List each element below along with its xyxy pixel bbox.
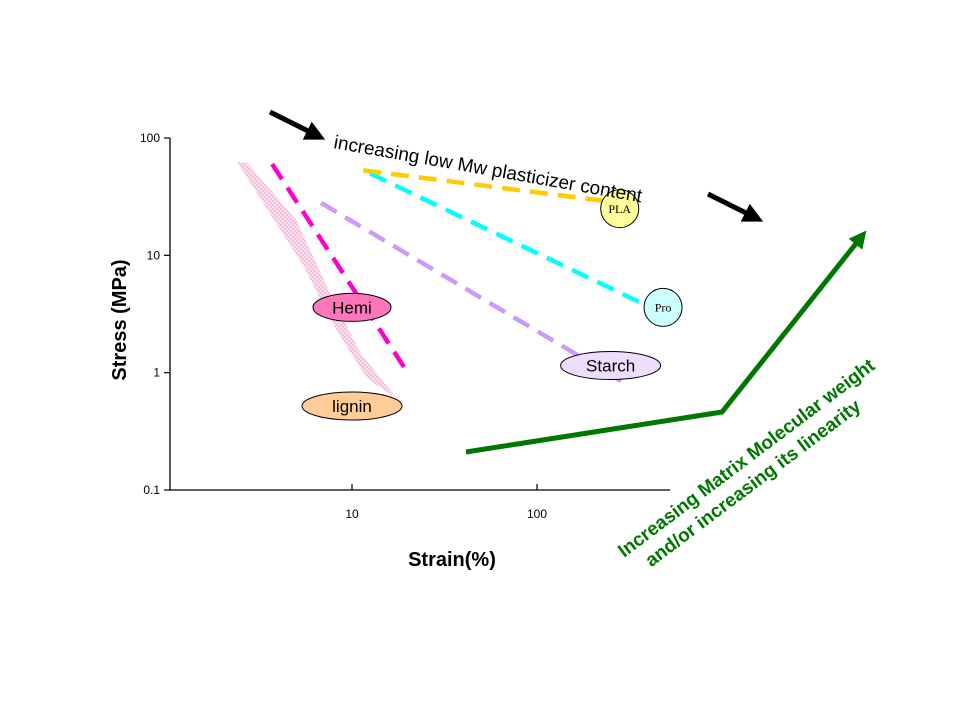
- series-line-3: [368, 171, 658, 313]
- y-tick-label: 0.1: [143, 483, 160, 497]
- matrix-annotation-line2: and/or increasing its linearity: [642, 396, 866, 572]
- label-hemi-bubble: [312, 292, 392, 322]
- label-pro: Pro: [643, 287, 683, 327]
- label-lignin: lignin: [301, 391, 403, 421]
- x-tick-label: 100: [527, 507, 547, 521]
- y-tick-label: 1: [153, 366, 160, 380]
- label-pla-bubble: [600, 189, 640, 229]
- label-starch: Starch: [560, 351, 662, 381]
- y-tick-label: 100: [140, 131, 160, 145]
- lignin-region: [237, 162, 397, 399]
- plasticizer-arrow-right: [706, 191, 764, 222]
- matrix-annotation-line1: Increasing Matrix Molecular weight: [614, 355, 879, 562]
- series-line-1: [270, 162, 410, 374]
- label-lignin-bubble: [301, 391, 403, 421]
- label-hemi: Hemi: [312, 292, 392, 322]
- label-pla: PLA: [600, 189, 640, 229]
- axes: [169, 138, 670, 491]
- matrix-annotation: Increasing Matrix Molecular weight and/o…: [614, 355, 879, 572]
- plasticizer-arrow-left: [268, 109, 326, 140]
- series-line-2: [319, 200, 623, 383]
- label-pro-text: Pro: [655, 301, 672, 315]
- label-hemi-text: Hemi: [332, 298, 372, 317]
- label-pro-bubble: [643, 287, 683, 327]
- label-starch-bubble: [560, 351, 662, 381]
- y-tick-label: 10: [147, 248, 161, 262]
- plasticizer-annotation: increasing low Mw plasticizer content: [332, 132, 644, 207]
- matrix-arrow: [465, 230, 867, 455]
- series-line-4: [362, 168, 621, 206]
- label-lignin-text: lignin: [332, 397, 372, 416]
- x-tick-label: 10: [345, 507, 359, 521]
- label-pla-text: PLA: [608, 202, 631, 216]
- label-starch-text: Starch: [586, 356, 635, 375]
- x-axis-label: Strain(%): [408, 549, 496, 571]
- y-axis-label: Stress (MPa): [109, 259, 131, 380]
